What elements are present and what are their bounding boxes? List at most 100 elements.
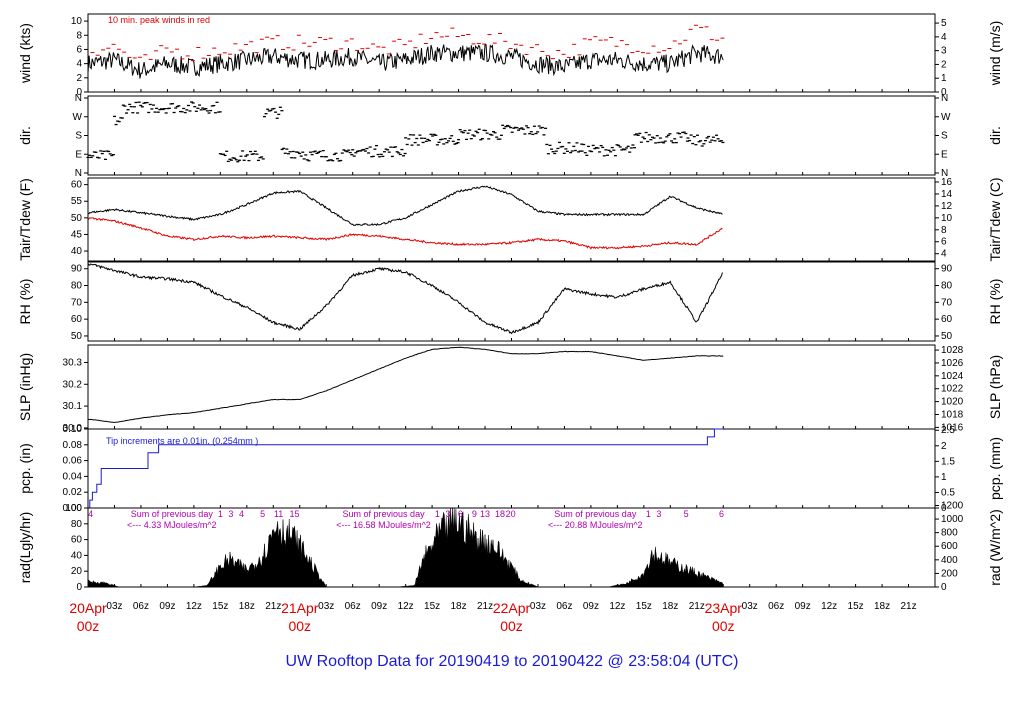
wind-left-tick-label: 0 — [76, 87, 82, 98]
rad-hour-mark: 4 — [239, 509, 244, 519]
pcp-right-tick-label: 0 — [941, 503, 947, 514]
slp-right-tick-label: 1016 — [941, 422, 964, 433]
day-label-time: 00z — [500, 618, 523, 634]
hour-label: 06z — [768, 601, 784, 612]
hour-label: 03z — [106, 601, 122, 612]
pcp-right-tick-label: 1 — [941, 472, 947, 483]
hour-label: 21z — [477, 601, 493, 612]
rh-right-tick-label: 80 — [941, 281, 953, 292]
temp-right-tick-label: 10 — [941, 213, 953, 224]
hour-label: 18z — [874, 601, 890, 612]
pcp-right-tick-label: 0.5 — [941, 487, 955, 498]
hour-label: 09z — [159, 601, 175, 612]
rad-hour-mark: 5 — [260, 509, 265, 519]
temp-right-tick-label: 12 — [941, 201, 953, 212]
rad-hour-mark: 13 — [480, 509, 490, 519]
rh-left-tick-label: 80 — [71, 281, 83, 292]
hour-label: 18z — [451, 601, 467, 612]
temp-right-tick-label: 14 — [941, 189, 953, 200]
temp-left-tick-label: 40 — [71, 246, 83, 257]
temp-right-tick-label: 6 — [941, 237, 947, 248]
dir-right-tick-label: N — [941, 168, 948, 179]
slp-right-tick-label: 1028 — [941, 345, 964, 356]
hour-label: 03z — [742, 601, 758, 612]
wind-left-tick-label: 8 — [76, 30, 82, 41]
wind-right-tick-label: 4 — [941, 32, 947, 43]
rh-right-tick-label: 60 — [941, 314, 953, 325]
slp-right-tick-label: 1018 — [941, 409, 964, 420]
hour-label: 15z — [848, 601, 864, 612]
slp-left-tick-label: 30.2 — [63, 379, 83, 390]
temp-left-tick-label: 60 — [71, 180, 83, 191]
time-axis: 03z 06z 09z 12z 15z 18z 21z 03z 06z 09z 12z 15z 18z 2… — [69, 600, 916, 634]
hour-label: 09z — [795, 601, 811, 612]
rad-hour-mark: 6 — [719, 509, 724, 519]
temp-left-label: Tair/Tdew (F) — [17, 178, 33, 260]
dir-left-tick-label: E — [75, 149, 82, 160]
slp-right-tick-label: 1026 — [941, 358, 964, 369]
rad-hour-mark: 3 — [445, 509, 450, 519]
rad-right-tick-label: 800 — [941, 528, 958, 539]
slp-left-label: SLP (inHg) — [17, 353, 33, 421]
hour-label: 12z — [609, 601, 625, 612]
wind-left-tick-label: 6 — [76, 44, 82, 55]
rh-right-label: RH (%) — [987, 279, 1003, 325]
pcp-right-tick-label: 2 — [941, 441, 947, 452]
dir-left-tick-label: N — [75, 168, 82, 179]
panel-slp: SLP (inHg) SLP (hPa) 30.0 30.1 30.2 30.3 1016 1… — [17, 344, 1003, 434]
pcp-right-tick-label: 1.5 — [941, 456, 955, 467]
rad-summary-line1: Sum of previous day — [343, 509, 426, 519]
rh-right-tick-label: 90 — [941, 264, 953, 275]
panel-rad: rad(Lgly/hr) rad (W/m^2)02040608010002004… — [17, 500, 1003, 593]
slp-left-tick-label: 30.0 — [63, 423, 83, 434]
wind-right-tick-label: 5 — [941, 18, 947, 29]
chart-title: UW Rooftop Data for 20190419 to 20190422… — [286, 653, 739, 670]
wind-left-label: wind (kts) — [17, 23, 33, 84]
dir-right-tick-label: S — [941, 131, 948, 142]
slp-right-tick-label: 1022 — [941, 384, 964, 395]
panel-dir: dir. dir.N NE ES SW WN N — [17, 93, 1003, 179]
slp-frame — [87, 344, 936, 430]
hour-label: 15z — [212, 601, 228, 612]
temp-series-tdew — [87, 217, 723, 250]
rad-hour-mark: 20 — [506, 509, 516, 519]
day-label: 22Apr — [493, 600, 531, 616]
wind-right-label: wind (m/s) — [987, 21, 1003, 87]
pcp-series — [88, 428, 724, 509]
rad-summary-line1: Sum of previous day — [131, 509, 214, 519]
rad-hour-mark: 1 — [218, 509, 223, 519]
dir-frame — [87, 95, 936, 176]
rh-left-tick-label: 70 — [71, 297, 83, 308]
rh-left-tick-label: 50 — [71, 331, 83, 342]
slp-right-tick-label: 1024 — [941, 371, 964, 382]
rad-summary-line2: <--- 20.88 MJoules/m^2 — [548, 520, 643, 530]
pcp-left-tick-label: 0.02 — [63, 487, 83, 498]
day-label: 21Apr — [281, 600, 319, 616]
temp-right-tick-label: 4 — [941, 249, 947, 260]
hour-label: 15z — [424, 601, 440, 612]
day-label-time: 00z — [712, 618, 735, 634]
temp-series-tair — [87, 185, 723, 227]
pcp-left-label: pcp. (in) — [17, 443, 33, 494]
panel-wind: wind (kts) wind (m/s) 0 2 4 6 8 10 0 1 2 3 4 5 10 min.… — [17, 13, 1003, 98]
hour-label: 18z — [662, 601, 678, 612]
hour-label: 21z — [265, 601, 281, 612]
hour-label: 03z — [318, 601, 334, 612]
rad-right-label: rad (W/m^2) — [987, 509, 1003, 586]
rad-summary-line2: <--- 16.58 MJoules/m^2 — [336, 520, 431, 530]
wind-left-tick-label: 10 — [71, 16, 83, 27]
day-label: 23Apr — [705, 600, 743, 616]
pcp-note: Tip increments are 0.01in. (0.254mm ) — [106, 436, 258, 446]
pcp-right-label: pcp. (mm) — [987, 437, 1003, 500]
rad-left-tick-label: 40 — [71, 550, 83, 561]
rad-summary-line1: Sum of previous day — [554, 509, 637, 519]
rad-right-tick-label: 400 — [941, 555, 958, 566]
temp-right-tick-label: 8 — [941, 225, 947, 236]
wind-left-tick-label: 2 — [76, 73, 82, 84]
temp-left-tick-label: 55 — [71, 196, 83, 207]
rad-area — [87, 507, 724, 588]
panel-temp: Tair/Tdew (F) Tair/Tdew (C)40455055604681… — [17, 177, 1003, 262]
rad-left-label: rad(Lgly/hr) — [17, 512, 33, 584]
